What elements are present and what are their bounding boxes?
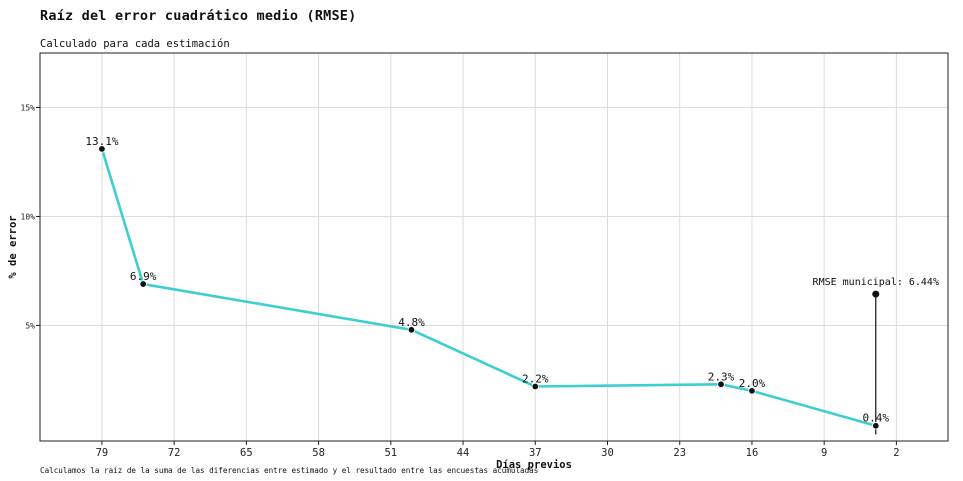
series-group <box>98 145 880 430</box>
data-label: 2.2% <box>522 373 549 386</box>
annotation-group: RMSE municipal: 6.44% <box>813 277 939 435</box>
x-tick-label: 72 <box>168 447 181 459</box>
data-point <box>531 382 539 391</box>
y-tick-label: 15% <box>21 103 36 112</box>
x-tick-label: 58 <box>312 447 325 459</box>
x-tick-label: 65 <box>240 447 253 459</box>
x-tick-label: 2 <box>893 447 899 459</box>
plot-frame <box>39 52 949 442</box>
data-point <box>407 326 416 334</box>
x-tick-label: 51 <box>384 447 397 459</box>
data-label: 2.3% <box>708 370 735 383</box>
x-tick-label: 9 <box>821 447 827 459</box>
footnote: Calculamos la raíz de la suma de las dif… <box>40 466 539 475</box>
y-axis-ticks: 5% 10% 15% <box>21 103 40 330</box>
annotation-label: RMSE municipal: 6.44% <box>813 277 939 288</box>
data-labels-group: 13.1% 6.9% 4.8% 2.2% 2.3% 2.0% 0.4% <box>85 135 889 425</box>
data-label: 0.4% <box>863 412 890 425</box>
x-tick-label: 30 <box>601 447 614 459</box>
x-tick-label: 44 <box>457 447 470 459</box>
data-point <box>748 387 756 395</box>
data-point <box>717 380 725 389</box>
y-tick-label: 5% <box>25 321 35 330</box>
data-label: 13.1% <box>85 135 118 148</box>
data-label: 6.9% <box>130 270 157 283</box>
data-label: 2.0% <box>739 377 766 390</box>
x-axis-ticks: 79 72 65 58 51 44 37 30 23 16 9 2 <box>96 441 900 459</box>
x-tick-label: 16 <box>746 447 759 459</box>
chart-title: Raíz del error cuadrático medio (RMSE) <box>40 8 357 24</box>
data-point <box>139 280 147 288</box>
chart-subtitle: Calculado para cada estimación <box>40 38 230 50</box>
x-tick-label: 37 <box>529 447 542 459</box>
data-point <box>98 145 106 153</box>
x-axis-title: Días previos <box>496 459 572 471</box>
x-tick-label: 23 <box>673 447 686 459</box>
data-label: 4.8% <box>398 316 425 329</box>
data-point <box>872 422 880 430</box>
x-tick-label: 79 <box>96 447 109 459</box>
grid-lines <box>40 53 948 441</box>
annotation-point <box>872 290 880 298</box>
y-tick-label: 10% <box>21 212 36 221</box>
y-axis-title: % de error <box>7 215 19 278</box>
